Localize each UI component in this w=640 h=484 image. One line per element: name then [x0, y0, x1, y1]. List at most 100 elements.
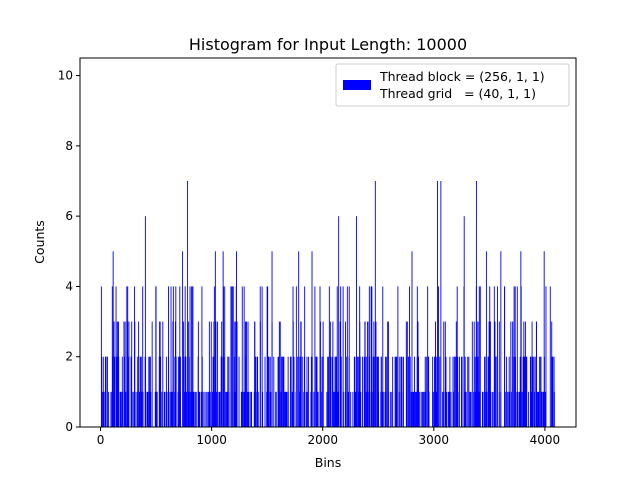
histogram-bar — [440, 181, 442, 427]
histogram-bar — [311, 356, 313, 427]
histogram-bar — [335, 391, 336, 427]
histogram-bar — [184, 391, 185, 427]
histogram-bar — [139, 356, 141, 427]
histogram-bar — [145, 356, 147, 427]
histogram-bar — [106, 356, 108, 427]
histogram-bar — [337, 391, 339, 427]
histogram-bar — [412, 391, 414, 427]
histogram-bar — [553, 356, 555, 427]
histogram-bar — [306, 356, 308, 427]
histogram-bar — [317, 391, 319, 427]
legend-box — [335, 63, 570, 107]
histogram-bar — [364, 356, 366, 427]
histogram-bar — [281, 356, 283, 427]
histogram-bar — [375, 321, 377, 427]
histogram-bar — [497, 286, 498, 427]
histogram-bar — [473, 391, 475, 427]
histogram-bar — [228, 356, 230, 427]
histogram-bar — [146, 391, 148, 427]
histogram-bar — [477, 356, 479, 427]
y-tick-label: 8 — [65, 139, 73, 153]
histogram-bar — [434, 356, 435, 427]
histogram-bar — [468, 356, 470, 427]
legend-line-2: Thread grid = (40, 1, 1) — [379, 86, 536, 101]
histogram-bar — [328, 356, 330, 427]
histogram-bar — [422, 391, 424, 427]
histogram-bar — [249, 391, 251, 427]
histogram-bar — [236, 321, 238, 427]
histogram-bar — [255, 356, 257, 427]
histogram-bar — [374, 181, 376, 427]
histogram-bar — [533, 391, 535, 427]
histogram-bar — [385, 391, 387, 427]
histogram-bar — [137, 356, 139, 427]
x-tick-label: 3000 — [419, 433, 450, 447]
histogram-bar — [132, 391, 134, 427]
histogram-bar — [275, 391, 277, 427]
histogram-bar — [486, 391, 488, 427]
histogram-bar — [190, 391, 192, 427]
histogram-bar — [465, 391, 467, 427]
histogram-bar — [552, 356, 554, 427]
histogram-bar — [487, 356, 489, 427]
histogram-bar — [437, 391, 439, 427]
histogram-bar — [141, 391, 143, 427]
histogram-bar — [450, 391, 452, 427]
histogram-bar — [328, 286, 330, 427]
histogram-bar — [454, 356, 456, 427]
histogram-bar — [366, 391, 368, 427]
histogram-bar — [113, 321, 115, 427]
histogram-bar — [156, 391, 157, 427]
histogram-bar — [424, 356, 426, 427]
histogram-bar — [538, 391, 540, 427]
histogram-bar — [293, 356, 295, 427]
histogram-bar — [138, 321, 140, 427]
histogram-bar — [485, 251, 487, 427]
histogram-bar — [195, 391, 197, 427]
histogram-bar — [122, 391, 123, 427]
histogram-bar — [387, 321, 389, 427]
legend-swatch — [343, 80, 371, 90]
histogram-bar — [494, 321, 496, 427]
histogram-bar — [327, 356, 329, 427]
histogram-bar — [282, 356, 284, 427]
histogram-bar — [185, 356, 187, 427]
histogram-bar — [409, 356, 411, 427]
histogram-bar — [241, 286, 243, 427]
histogram-bar — [362, 356, 363, 427]
histogram-bar — [149, 356, 151, 427]
histogram-bar — [322, 356, 324, 427]
histogram-bar — [428, 391, 430, 427]
histogram-bar — [166, 391, 168, 427]
y-tick-label: 4 — [65, 279, 73, 293]
histogram-bar — [332, 391, 334, 427]
histogram-bar — [346, 286, 348, 427]
histogram-bar — [172, 286, 174, 427]
histogram-bar — [268, 356, 270, 427]
histogram-bar — [401, 391, 403, 427]
histogram-bar — [287, 356, 289, 427]
histogram-bar — [120, 391, 121, 427]
histogram-bar — [202, 391, 204, 427]
histogram-bar — [448, 391, 450, 427]
histogram-bar — [444, 321, 446, 427]
histogram-bar — [187, 181, 189, 427]
histogram-bar — [179, 286, 181, 427]
histogram-bar — [519, 356, 521, 427]
histogram-bar — [242, 391, 243, 427]
histogram-bar — [236, 251, 237, 427]
histogram-bar — [215, 321, 217, 427]
histogram-bar — [432, 356, 434, 427]
histogram-bar — [182, 251, 184, 427]
histogram-bar — [217, 321, 219, 427]
y-tick-label: 10 — [58, 69, 73, 83]
histogram-bar — [353, 356, 355, 427]
histogram-bar — [461, 356, 463, 427]
histogram-bar — [354, 356, 356, 427]
histogram-bar — [295, 286, 297, 427]
histogram-bar — [112, 251, 114, 427]
histogram-bar — [243, 391, 245, 427]
histogram-bar — [261, 286, 263, 427]
histogram-bar — [345, 356, 347, 427]
